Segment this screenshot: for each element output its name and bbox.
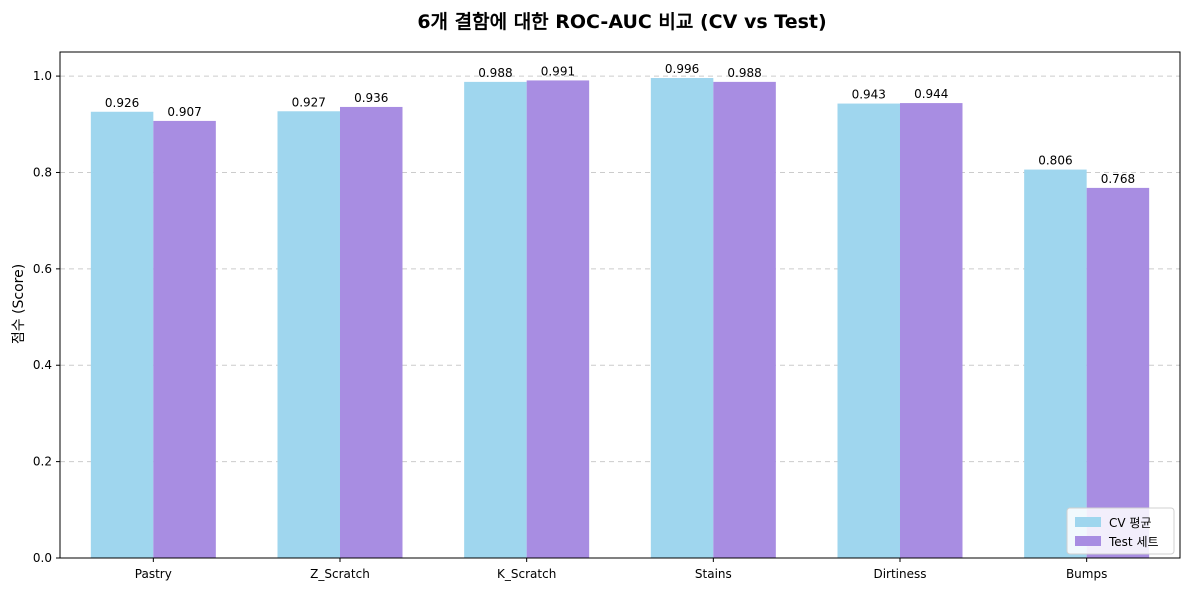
chart-title: 6개 결함에 대한 ROC-AUC 비교 (CV vs Test) — [417, 11, 826, 33]
y-tick-label: 0.0 — [33, 551, 52, 565]
x-tick-label: Bumps — [1066, 567, 1107, 581]
bar-value-label: 0.768 — [1101, 172, 1135, 186]
bar-value-label: 0.988 — [478, 66, 512, 80]
legend-swatch — [1075, 517, 1101, 527]
bar-value-label: 0.996 — [665, 62, 699, 76]
y-tick-label: 0.2 — [33, 455, 52, 469]
bar-value-label: 0.936 — [354, 91, 388, 105]
x-tick-label: Dirtiness — [873, 567, 926, 581]
bar-value-label: 0.907 — [167, 105, 201, 119]
x-tick-label: Pastry — [135, 567, 172, 581]
grid-lines — [60, 75, 1180, 463]
bars — [90, 78, 1150, 559]
legend-label: CV 평균 — [1109, 516, 1151, 530]
bar-test — [1086, 187, 1150, 558]
y-axis-label: 점수 (Score) — [11, 264, 27, 344]
bar-value-labels: 0.926 0.907 0.927 0.936 0.988 0.991 0.996 0.988… — [105, 62, 1135, 186]
bar-cv — [464, 81, 527, 558]
bar-value-label: 0.988 — [727, 66, 761, 80]
bar-test — [713, 81, 776, 558]
bar-value-label: 0.926 — [105, 96, 139, 110]
bar-value-label: 0.806 — [1038, 154, 1072, 168]
axes: 0.0 0.2 0.4 0.6 0.8 1.0 Pastry Z_Scratch K_Scrat… — [33, 51, 1181, 581]
y-tick-label: 1.0 — [33, 69, 52, 83]
y-tick-label: 0.6 — [33, 262, 52, 276]
legend-label: Test 세트 — [1108, 535, 1159, 549]
bar-cv — [650, 78, 714, 558]
x-tick-label: Z_Scratch — [310, 567, 370, 581]
x-tick-label: Stains — [695, 567, 732, 581]
legend: CV 평균 Test 세트 — [1066, 507, 1175, 555]
bar-test — [153, 120, 216, 558]
bar-value-label: 0.991 — [541, 64, 575, 78]
legend-swatch — [1075, 536, 1101, 546]
bar-cv — [90, 111, 154, 558]
bar-test — [900, 103, 963, 558]
bar-cv — [1024, 169, 1087, 558]
x-tick-label: K_Scratch — [497, 567, 556, 581]
bar-test — [340, 106, 403, 559]
bar-cv — [277, 111, 340, 558]
bar-test — [526, 80, 590, 559]
plot-frame — [59, 51, 1181, 559]
bar-value-label: 0.943 — [852, 88, 886, 102]
bar-value-label: 0.944 — [914, 87, 948, 101]
y-tick-label: 0.8 — [33, 165, 52, 179]
bar-value-label: 0.927 — [292, 95, 326, 109]
bar-cv — [837, 103, 900, 558]
y-tick-label: 0.4 — [33, 358, 52, 372]
